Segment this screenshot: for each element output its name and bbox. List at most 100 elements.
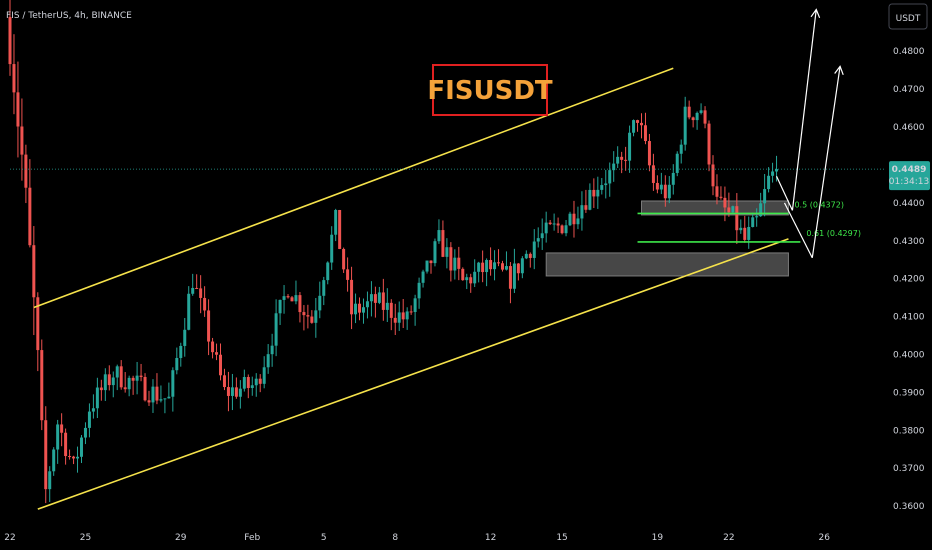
support-zone [545,252,789,277]
price-tick-label: 0.3600 [893,502,925,512]
candle-body [544,222,548,234]
candle-body [775,169,779,172]
candle-body [254,378,258,386]
price-tag-background [889,161,930,191]
currency-button[interactable]: USDT [888,3,928,30]
candle-body [564,225,568,234]
time-tick-label: 22 [723,533,734,543]
channel-lower-line[interactable] [37,238,789,510]
price-tick-label: 0.3700 [893,464,925,474]
candle-body [127,377,131,390]
candle-body [695,112,699,121]
candle-body [215,352,219,355]
candle-body [576,218,580,225]
candle-body [516,263,520,274]
candle-body [40,350,44,421]
candle-body [87,411,91,428]
projection-arrow-segment[interactable] [783,202,813,259]
candle-body [449,247,453,271]
projection-arrow-segment[interactable] [811,66,841,258]
candle-body [246,377,250,388]
candle-body [72,456,76,459]
candle-body [580,205,584,219]
candle-body [473,271,477,284]
time-tick-label: 29 [175,533,187,543]
candle-body [552,223,556,225]
candle-body [330,234,334,263]
candle-body [767,175,771,190]
candle-body [445,247,449,257]
candle-body [290,297,294,302]
candle-body [302,312,306,316]
bar-countdown-label: 01:34:13 [889,177,929,187]
candle-body [346,269,350,280]
candle-body [64,432,68,457]
candle-body [584,205,588,210]
candle-body [731,206,735,213]
candle-body [441,230,445,257]
candle-body [314,310,318,323]
candle-body [508,266,512,289]
candle-body [203,297,207,311]
candle-body [207,310,211,342]
candle-body [707,123,711,165]
candle-body [83,427,87,438]
candle-body [20,126,24,155]
candle-body [12,64,16,93]
candlesticks [8,0,779,504]
candle-body [44,420,48,490]
candle-body [461,268,465,281]
candle-body [393,317,397,323]
candle-body [763,189,767,204]
currency-label[interactable]: USDT [896,14,921,24]
channel-upper-line[interactable] [33,67,674,309]
candle-body [381,292,385,310]
candle-body [310,316,314,323]
candle-body [350,279,354,315]
candle-body [651,165,655,183]
candle-body [604,183,608,186]
candle-body [755,216,759,218]
candle-body [28,187,32,246]
projection-arrows [775,8,844,259]
time-tick-label: 8 [392,533,398,543]
price-tick-label: 0.4700 [893,85,925,95]
candle-body [532,241,536,258]
candle-body [512,263,516,289]
candle-body [76,456,80,459]
candle-body [600,185,604,190]
candle-body [433,241,437,264]
candle-body [155,386,159,401]
price-axis[interactable]: 0.48000.47000.46000.45000.44000.43000.42… [893,47,925,512]
candle-body [354,303,358,315]
candle-body [560,225,564,234]
current-price-label: 0.4489 [892,165,927,175]
candle-body [36,297,40,351]
candle-body [568,213,572,226]
candle-body [111,377,115,386]
candle-body [548,222,552,225]
candle-body [238,388,242,397]
currency-button-frame[interactable] [888,3,928,30]
time-tick-label: 26 [818,533,830,543]
fib-level-label: 0.61 (0.4297) [806,229,861,238]
candle-body [671,172,675,185]
candle-body [691,117,695,121]
projection-arrow-segment[interactable] [791,9,817,211]
candle-body [338,209,342,249]
candle-body [655,182,659,190]
chart-title: FIS / TetherUS, 4h, BINANCE [6,11,132,21]
candle-body [68,456,72,458]
candle-body [226,387,230,396]
candle-body [504,266,508,270]
candle-body [147,400,151,403]
candle-body [643,125,647,142]
candle-body [699,110,703,113]
candle-body [211,341,215,353]
projection-arrow-segment[interactable] [775,176,793,211]
candle-body [536,238,540,242]
candle-body [437,230,441,242]
time-axis[interactable]: 22 25 29 Feb 5 8 12 15 19 22 26 [4,533,830,543]
